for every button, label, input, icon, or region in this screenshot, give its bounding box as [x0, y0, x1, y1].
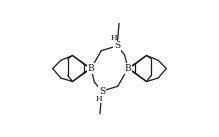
Text: H: H [95, 95, 102, 103]
Text: S: S [114, 41, 120, 50]
Text: B: B [125, 64, 131, 73]
Text: B: B [88, 64, 94, 73]
Text: S: S [99, 87, 105, 96]
Text: H: H [110, 34, 117, 42]
